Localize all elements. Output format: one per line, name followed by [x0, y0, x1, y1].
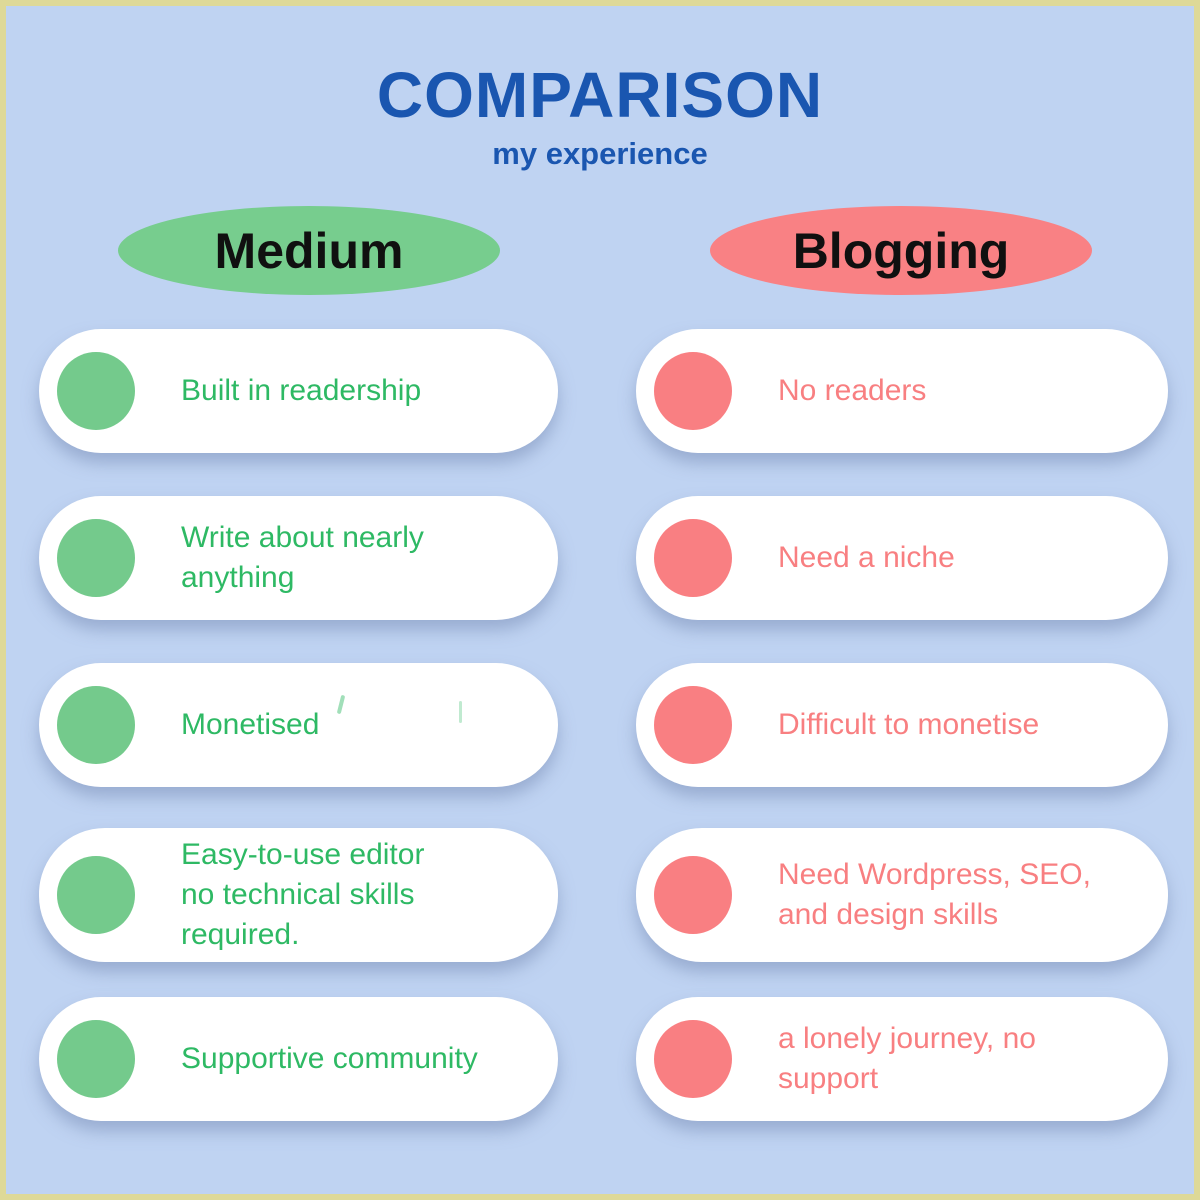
page-title: COMPARISON	[376, 59, 824, 131]
medium-card-write-about-anything: Write about nearly anything	[39, 496, 558, 620]
red-bullet-icon	[654, 1020, 732, 1098]
blogging-card-lonely-journey: a lonely journey, no support	[636, 997, 1168, 1121]
green-bullet-icon	[57, 1020, 135, 1098]
medium-card-built-in-readership: Built in readership	[39, 329, 558, 453]
blogging-card-difficult-to-monetise: Difficult to monetise	[636, 663, 1168, 787]
card-text: Supportive community	[181, 1042, 478, 1075]
card-text: Need Wordpress, SEO, and design skills	[778, 858, 1091, 931]
column-header-medium: Medium	[118, 206, 500, 295]
page-subtitle: my experience	[492, 136, 708, 171]
card-text: a lonely journey, no support	[778, 1022, 1036, 1095]
medium-card-monetised: Monetised	[39, 663, 558, 787]
column-header-blogging-label: Blogging	[792, 222, 1010, 279]
blogging-card-no-readers: No readers	[636, 329, 1168, 453]
red-bullet-icon	[654, 856, 732, 934]
card-text: Write about nearly anything	[181, 521, 424, 594]
erased-text-mark	[459, 701, 462, 723]
medium-card-supportive-community: Supportive community	[39, 997, 558, 1121]
card-text: Need a niche	[778, 541, 955, 574]
green-bullet-icon	[57, 352, 135, 430]
green-bullet-icon	[57, 856, 135, 934]
card-text: Built in readership	[181, 374, 422, 407]
column-header-medium-label: Medium	[214, 222, 404, 279]
red-bullet-icon	[654, 519, 732, 597]
card-text: Difficult to monetise	[778, 708, 1040, 741]
blogging-card-need-a-niche: Need a niche	[636, 496, 1168, 620]
card-text: Easy-to-use editor no technical skills r…	[181, 838, 425, 951]
medium-card-easy-editor: Easy-to-use editor no technical skills r…	[39, 828, 558, 962]
column-header-blogging: Blogging	[710, 206, 1092, 295]
green-bullet-icon	[57, 519, 135, 597]
red-bullet-icon	[654, 352, 732, 430]
erased-text-mark	[336, 694, 346, 715]
card-text: Monetised	[181, 708, 320, 741]
card-text: No readers	[778, 374, 927, 407]
green-bullet-icon	[57, 686, 135, 764]
red-bullet-icon	[654, 686, 732, 764]
blogging-card-need-wordpress-seo: Need Wordpress, SEO, and design skills	[636, 828, 1168, 962]
